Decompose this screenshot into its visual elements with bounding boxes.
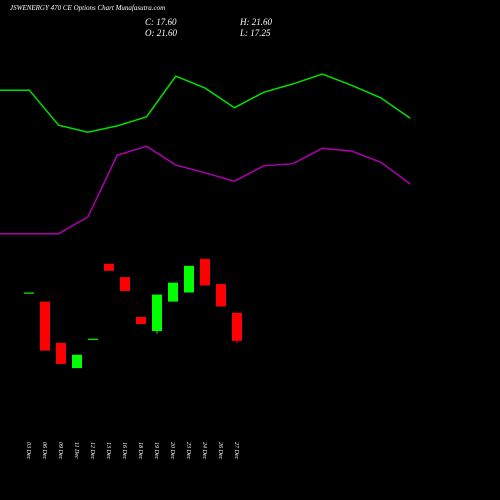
candle-body (168, 282, 178, 302)
x-tick-label: 06 Dec (41, 442, 47, 459)
candle-body (40, 301, 50, 351)
candle-body (184, 265, 194, 293)
candle-body (88, 338, 98, 340)
x-tick-label: 27 Dec (233, 442, 239, 459)
open-summary: O: 21.60 (145, 28, 177, 38)
candle-body (120, 277, 130, 292)
close-summary: C: 17.60 (145, 17, 177, 27)
candle-body (216, 284, 226, 307)
x-tick-label: 19 Dec (153, 442, 159, 459)
candle-body (232, 312, 242, 341)
candle-body (200, 258, 210, 286)
x-tick-label: 09 Dec (57, 442, 63, 459)
candle-body (104, 263, 114, 271)
high-summary: H: 21.60 (239, 17, 272, 27)
candle-body (136, 317, 146, 324)
x-tick-label: 24 Dec (201, 442, 208, 459)
x-tick-label: 20 Dec (169, 442, 175, 459)
x-tick-label: 26 Dec (217, 442, 223, 459)
indicator-line (0, 73, 411, 133)
x-tick-label: 11 Dec (73, 442, 79, 459)
candle-body (72, 354, 82, 369)
candle-body (24, 292, 34, 294)
indicator-line (0, 145, 411, 235)
x-tick-label: 03 Dec (25, 442, 31, 459)
candle-body (152, 294, 162, 331)
x-tick-label: 16 Dec (121, 442, 127, 459)
x-tick-label: 23 Dec (185, 442, 191, 459)
low-summary: L: 17.25 (239, 28, 271, 38)
x-tick-label: 18 Dec (137, 442, 143, 459)
chart-title: JSWENERGY 470 CE Options Chart Munafasut… (10, 4, 165, 12)
x-tick-label: 12 Dec (89, 442, 95, 459)
x-tick-label: 13 Dec (105, 442, 111, 459)
candle-body (56, 342, 66, 364)
